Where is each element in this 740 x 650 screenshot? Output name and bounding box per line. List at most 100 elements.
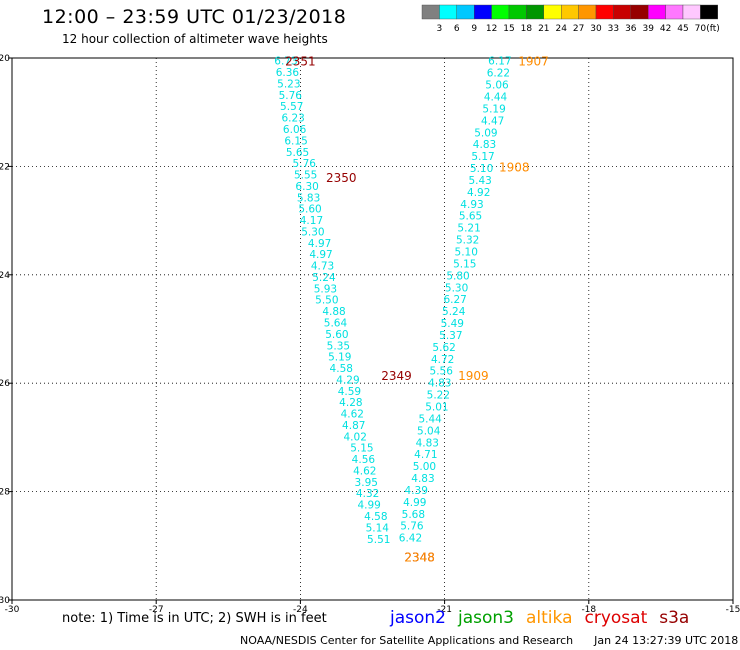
colorbar-tick-label: 70	[695, 24, 707, 34]
x-tick-label: -27	[149, 605, 164, 615]
swh-value-label: 5.21	[457, 223, 480, 235]
swh-value-label: 4.83	[473, 139, 496, 151]
swh-value-label: 4.47	[481, 115, 504, 127]
swh-value-label: 4.92	[467, 187, 490, 199]
swh-value-label: 5.83	[297, 192, 320, 204]
x-tick-label: -30	[5, 605, 20, 615]
swh-value-label: 5.51	[367, 534, 390, 546]
swh-value-label: 4.83	[416, 437, 439, 449]
swh-value-label: 5.57	[280, 101, 303, 113]
swh-value-label: 4.87	[342, 420, 365, 432]
footer-credit: NOAA/NESDIS Center for Satellite Applica…	[240, 634, 738, 647]
legend-s3a: s3a	[659, 608, 690, 628]
y-tick-label: -28	[0, 488, 10, 498]
colorbar-tick-label: 45	[677, 24, 688, 34]
swh-value-label: 4.93	[460, 199, 483, 211]
swh-value-label: 5.19	[328, 352, 351, 364]
colorbar-unit: (ft)	[706, 24, 720, 34]
swh-value-label: 5.35	[327, 340, 350, 352]
swh-value-label: 5.24	[442, 306, 466, 318]
track-number-label: 2349	[381, 369, 412, 383]
swh-value-label: 6.36	[276, 67, 300, 79]
swh-value-label: 6.42	[399, 533, 422, 545]
legend-altika: altika	[526, 608, 573, 628]
colorbar-tick-label: 24	[555, 24, 567, 34]
colorbar-tick-label: 21	[538, 24, 549, 34]
swh-value-label: 5.49	[441, 318, 464, 330]
swh-value-label: 6.06	[283, 124, 307, 136]
swh-value-label: 5.37	[439, 330, 462, 342]
page-title: 12:00 – 23:59 UTC 01/23/2018	[42, 6, 347, 28]
swh-value-label: 6.22	[487, 68, 510, 80]
swh-value-label: 5.00	[413, 461, 436, 473]
swh-value-label: 6.73	[274, 56, 297, 68]
swh-value-label: 5.32	[456, 235, 479, 247]
swh-value-label: 5.01	[425, 402, 448, 414]
swh-value-label: 4.28	[339, 397, 362, 409]
swh-value-label: 5.10	[455, 246, 478, 258]
page-subtitle: 12 hour collection of altimeter wave hei…	[62, 32, 328, 46]
x-tick-label: -15	[726, 605, 740, 615]
legend-jason3: jason3	[458, 608, 514, 628]
swh-value-label: 5.65	[459, 211, 482, 223]
swh-value-label: 5.80	[446, 270, 469, 282]
swh-value-label: 4.58	[330, 363, 353, 375]
colorbar-tick-label: 12	[486, 24, 497, 34]
colorbar-tick-label: 30	[590, 24, 602, 34]
swh-value-label: 4.88	[322, 306, 345, 318]
y-tick-label: -30	[0, 596, 10, 606]
track-number-label: 1909	[458, 369, 489, 383]
swh-value-label: 5.68	[402, 509, 425, 521]
y-tick-label: -22	[0, 162, 10, 172]
swh-value-label: 5.50	[315, 295, 338, 307]
swh-value-label: 5.10	[470, 163, 493, 175]
swh-value-label: 4.97	[308, 238, 331, 250]
swh-value-label: 5.44	[418, 413, 442, 425]
footer-spacer	[577, 634, 591, 647]
y-tick-label: -24	[0, 271, 10, 281]
swh-value-label: 4.29	[336, 374, 359, 386]
track-number-label: 1908	[499, 160, 530, 174]
colorbar-tick-label: 33	[608, 24, 619, 34]
x-tick-label: -18	[581, 605, 596, 615]
legend-jason2: jason2	[390, 608, 446, 628]
swh-value-label: 4.97	[309, 249, 332, 261]
swh-value-label: 5.55	[294, 170, 317, 182]
swh-value-label: 4.72	[431, 354, 454, 366]
colorbar-tick-label: 6	[454, 24, 460, 34]
colorbar-tick-label: 42	[660, 24, 671, 34]
swh-value-label: 5.76	[293, 158, 317, 170]
swh-value-label: 5.14	[366, 522, 390, 534]
swh-value-label: 5.43	[468, 175, 491, 187]
swh-value-label: 6.23	[281, 113, 304, 125]
colorbar-tick-label: 3	[437, 24, 443, 34]
swh-value-label: 4.99	[357, 500, 380, 512]
swh-value-label: 5.76	[279, 90, 303, 102]
swh-value-label: 5.76	[400, 521, 424, 533]
track-number-label: 2348	[404, 551, 435, 565]
swh-value-label: 5.17	[471, 151, 494, 163]
swh-value-label: 5.30	[445, 282, 468, 294]
track-number-label: 2348	[404, 551, 435, 565]
legend-cryosat: cryosat	[584, 608, 648, 628]
track-number-label: 1907	[518, 55, 549, 69]
swh-value-label: 4.73	[311, 261, 334, 273]
swh-value-label: 5.64	[324, 317, 348, 329]
swh-value-label: 4.56	[352, 454, 376, 466]
colorbar-tick-label: 9	[471, 24, 477, 34]
colorbar-swatch	[700, 4, 719, 20]
swh-value-label: 4.62	[341, 409, 364, 421]
plot-frame	[11, 57, 734, 601]
swh-value-label: 6.17	[488, 56, 511, 68]
swh-value-label: 4.59	[338, 386, 361, 398]
swh-value-label: 5.65	[286, 147, 309, 159]
swh-value-label: 6.27	[443, 294, 466, 306]
swh-value-label: 4.32	[356, 488, 379, 500]
swh-value-label: 4.99	[403, 497, 426, 509]
satellite-legend: jason2 jason3 altika cryosat s3a	[390, 608, 701, 628]
swh-value-label: 4.39	[405, 485, 428, 497]
y-tick-label: -20	[0, 54, 10, 64]
swh-value-label: 5.06	[485, 80, 509, 92]
colorbar-tick-label: 15	[503, 24, 514, 34]
